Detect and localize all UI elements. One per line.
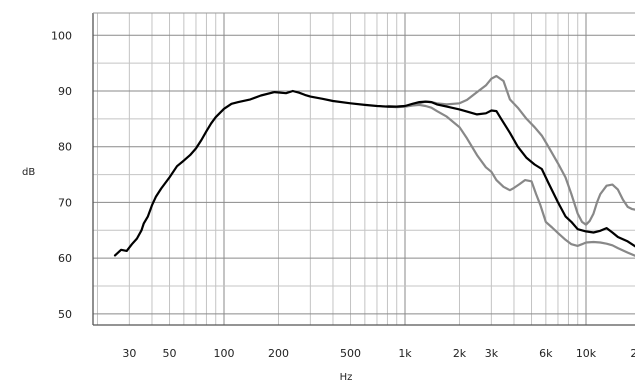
series-line-1	[113, 89, 635, 257]
grid	[93, 13, 635, 325]
series-line-3	[386, 103, 635, 257]
x-tick-labels: 30 50 100 200 500 1k 2k 3k 6k 10k 20k	[122, 347, 635, 360]
axes	[92, 12, 635, 326]
y-tick-label: 100	[51, 29, 72, 42]
y-tick-labels: 50 60 70 80 90 100	[51, 29, 72, 321]
y-tick-label: 80	[58, 141, 72, 154]
x-tick-label: 200	[268, 347, 289, 360]
x-tick-label: 6k	[539, 347, 553, 360]
y-axis-label: dB	[22, 167, 35, 178]
x-tick-label: 100	[214, 347, 235, 360]
x-tick-label: 30	[122, 347, 136, 360]
x-tick-label: 1k	[398, 347, 412, 360]
series-group	[113, 74, 635, 257]
y-tick-label: 60	[58, 252, 72, 265]
x-tick-label: 2k	[453, 347, 467, 360]
x-axis-label: Hz	[340, 372, 353, 383]
y-tick-label: 70	[58, 196, 72, 209]
x-tick-label: 50	[163, 347, 177, 360]
y-tick-label: 50	[58, 308, 72, 321]
x-tick-label: 10k	[576, 347, 597, 360]
y-tick-label: 90	[58, 85, 72, 98]
x-tick-label: 3k	[485, 347, 499, 360]
x-tick-label: 500	[340, 347, 361, 360]
x-tick-label: 20k	[630, 347, 635, 360]
